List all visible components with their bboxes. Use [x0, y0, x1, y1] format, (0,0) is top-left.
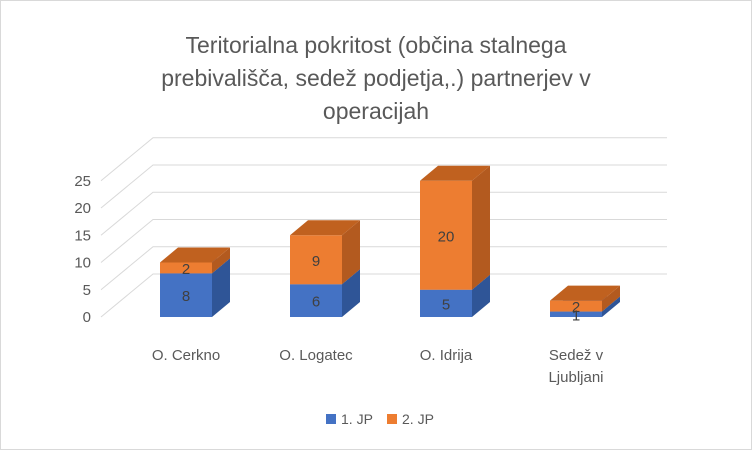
- gridline-0: [100, 273, 667, 318]
- data-label: 1: [572, 307, 580, 324]
- data-label: 20: [438, 228, 455, 245]
- category-label: Ljubljani: [548, 369, 603, 386]
- y-tick-label: 0: [83, 309, 91, 326]
- category-label: O. Cerkno: [152, 347, 220, 364]
- chart-title-line-2: operacijah: [323, 98, 429, 124]
- y-tick-label: 5: [83, 282, 91, 299]
- bar-side: [472, 165, 490, 290]
- bar-front: [290, 235, 342, 285]
- legend-label: 1. JP: [341, 411, 373, 427]
- bar-top: [420, 165, 490, 181]
- chart-title: Teritorialna pokritost (občina stalnega p…: [161, 32, 591, 124]
- bar-side: [472, 274, 490, 317]
- bar-front: [550, 311, 602, 317]
- bar-segment-2jp-2: [420, 165, 490, 290]
- gridlines: [100, 137, 667, 318]
- bar-segment-2jp-0: [160, 247, 230, 274]
- category-label: O. Idrija: [420, 347, 473, 364]
- legend-swatch: [326, 414, 336, 424]
- bar-segment-2jp-3: [550, 285, 620, 312]
- data-label: 5: [442, 296, 450, 313]
- bars: [160, 165, 620, 317]
- data-label: 2: [572, 299, 580, 316]
- legend-label: 2. JP: [402, 411, 434, 427]
- category-label: O. Logatec: [279, 347, 353, 364]
- data-label: 6: [312, 294, 320, 311]
- gridline-10: [100, 219, 667, 263]
- category-label: Sedež v: [549, 347, 604, 364]
- data-label: 2: [182, 261, 190, 278]
- bar-side: [602, 296, 620, 317]
- bar-front: [290, 284, 342, 317]
- legend-item-1[interactable]: 2. JP: [387, 411, 434, 427]
- bar-top: [550, 285, 620, 301]
- gridline-15: [100, 191, 667, 236]
- bar-front: [550, 300, 602, 312]
- y-tick-label: 25: [74, 173, 91, 190]
- bar-side: [212, 247, 230, 274]
- gridline-25: [100, 137, 667, 182]
- bar-top: [160, 247, 230, 263]
- bar-front: [420, 180, 472, 290]
- bar-side: [342, 269, 360, 317]
- gridline-20: [100, 164, 667, 209]
- y-tick-label: 20: [74, 200, 91, 217]
- bar-front: [160, 273, 212, 317]
- legend-swatch: [387, 414, 397, 424]
- data-label: 8: [182, 288, 190, 305]
- bar-side: [342, 220, 360, 285]
- gridline-5: [100, 246, 667, 291]
- chart-title-line-0: Teritorialna pokritost (občina stalnega: [186, 32, 567, 58]
- y-tick-label: 15: [74, 227, 91, 244]
- bar-front: [160, 262, 212, 274]
- bar-side: [602, 285, 620, 312]
- data-label: 9: [312, 253, 320, 270]
- bar-top: [290, 220, 360, 236]
- legend-item-0[interactable]: 1. JP: [326, 411, 373, 427]
- y-axis: 0 5 10 15 20 25: [74, 173, 91, 326]
- chart-title-line-1: prebivališča, sedež podjetja,.) partnerj…: [161, 65, 591, 91]
- bar-front: [420, 289, 472, 317]
- y-tick-label: 10: [74, 255, 91, 272]
- bar-segment-2jp-1: [290, 220, 360, 285]
- legend[interactable]: 1. JP 2. JP: [326, 411, 434, 427]
- x-axis: O. Cerkno O. Logatec O. Idrija Sedež v Ljubl…: [152, 347, 604, 386]
- bar-side: [212, 258, 230, 317]
